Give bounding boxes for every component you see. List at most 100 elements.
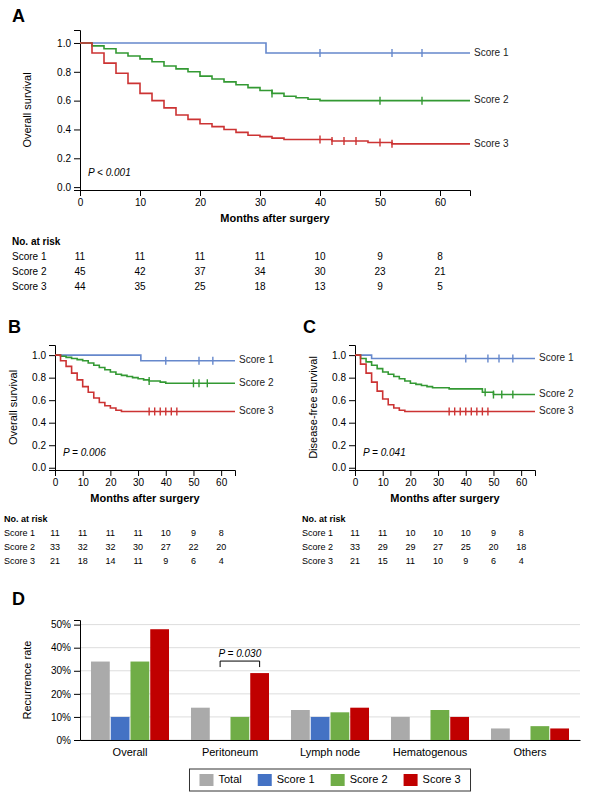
- tick-label: 40: [161, 477, 173, 488]
- tick: 0%: [57, 735, 80, 746]
- tick: 0.2: [32, 440, 55, 451]
- tick: 10: [135, 190, 147, 208]
- risk-count: 27: [433, 542, 443, 552]
- censor-mark: [476, 407, 477, 415]
- tick-label: 10: [135, 197, 147, 208]
- tick-mark: [74, 740, 80, 741]
- legend-frame: [189, 769, 470, 791]
- censor-mark: [421, 49, 422, 57]
- risk-table: No. at riskScore 1111111111098Score 2333…: [4, 514, 226, 566]
- tick-mark: [74, 648, 80, 649]
- tick-label: 0.8: [332, 372, 346, 383]
- tick: Others: [513, 740, 547, 758]
- risk-header: No. at risk: [302, 514, 347, 524]
- tick: 10: [378, 470, 390, 488]
- bar: [291, 710, 310, 740]
- tick: 0.8: [57, 67, 80, 78]
- censor-mark: [465, 355, 466, 363]
- tick: 1.0: [57, 38, 80, 49]
- risk-count: 11: [106, 528, 115, 538]
- series-label: Score 2: [539, 388, 574, 399]
- risk-count: 9: [463, 556, 468, 566]
- tick-label: 60: [216, 477, 228, 488]
- censor-mark: [391, 49, 392, 57]
- tick-label: 0.4: [332, 417, 346, 428]
- tick-mark: [320, 190, 321, 196]
- tick: Peritoneum: [202, 740, 258, 758]
- grid-line: [80, 624, 580, 625]
- tick: 0: [78, 190, 84, 208]
- risk-count: 18: [516, 542, 526, 552]
- tick-label: 30%: [51, 665, 71, 676]
- censor-mark: [207, 379, 208, 387]
- risk-table: No. at riskScore 1111111111098Score 2454…: [12, 236, 446, 292]
- legend-label: Score 1: [277, 773, 315, 785]
- censor-mark: [487, 407, 488, 415]
- survival-curve: [355, 355, 535, 411]
- tick-label: 1.0: [332, 350, 346, 361]
- tick-mark: [349, 378, 355, 379]
- tick-mark: [49, 378, 55, 379]
- tick: 60: [216, 470, 228, 488]
- risk-count: 35: [134, 281, 146, 292]
- risk-count: 33: [350, 542, 360, 552]
- risk-count: 9: [491, 528, 496, 538]
- plot-area: [55, 355, 235, 415]
- tick-mark: [166, 470, 167, 476]
- tick-label: 50: [188, 477, 200, 488]
- risk-count: 21: [350, 556, 360, 566]
- tick-label: 20: [405, 477, 417, 488]
- tick-label: Peritoneum: [202, 746, 258, 758]
- tick-label: 50: [375, 197, 387, 208]
- tick: 0.4: [32, 417, 55, 428]
- axis-line: [49, 346, 56, 471]
- y-axis: 0.00.20.40.60.81.0: [57, 31, 80, 193]
- tick-label: 20: [105, 477, 117, 488]
- risk-row-label: Score 3: [302, 556, 333, 566]
- risk-count: 45: [74, 266, 86, 277]
- p-value: P < 0.001: [88, 167, 131, 178]
- tick-mark: [221, 470, 222, 476]
- legend-swatch: [258, 774, 272, 786]
- tick-mark: [521, 470, 522, 476]
- legend-swatch: [199, 774, 213, 786]
- risk-count: 30: [133, 542, 143, 552]
- tick-mark: [138, 470, 139, 476]
- risk-count: 9: [191, 528, 196, 538]
- tick-mark: [74, 717, 80, 718]
- tick-mark: [349, 423, 355, 424]
- tick-mark: [140, 190, 141, 196]
- tick-mark: [193, 470, 194, 476]
- tick: 40%: [51, 642, 80, 653]
- tick: 20: [105, 470, 117, 488]
- tick-mark: [349, 355, 355, 356]
- risk-count: 5: [437, 281, 443, 292]
- bar: [391, 717, 410, 740]
- censor-mark: [391, 140, 392, 148]
- risk-count: 32: [78, 542, 88, 552]
- survival-curve: [80, 43, 470, 101]
- censor-mark: [154, 407, 155, 415]
- tick-label: 0.8: [32, 372, 46, 383]
- risk-count: 18: [78, 556, 88, 566]
- tick-label: 20%: [51, 689, 71, 700]
- panel-label: B: [8, 317, 21, 337]
- tick: 0.2: [332, 440, 355, 451]
- risk-count: 6: [491, 556, 496, 566]
- tick-label: 30: [255, 197, 267, 208]
- bar-series: [150, 629, 569, 740]
- risk-count: 44: [74, 281, 86, 292]
- censor-mark: [160, 407, 161, 415]
- tick: 20: [195, 190, 207, 208]
- risk-count: 29: [405, 542, 415, 552]
- bar-series: [130, 662, 549, 740]
- risk-count: 11: [350, 528, 359, 538]
- tick-mark: [438, 470, 439, 476]
- tick: 1.0: [32, 350, 55, 361]
- risk-count: 11: [255, 251, 266, 262]
- panel-label: C: [303, 317, 316, 337]
- censor-mark: [498, 355, 499, 363]
- x-label: Months after surgery: [390, 492, 500, 504]
- tick-mark: [74, 72, 80, 73]
- risk-count: 8: [519, 528, 524, 538]
